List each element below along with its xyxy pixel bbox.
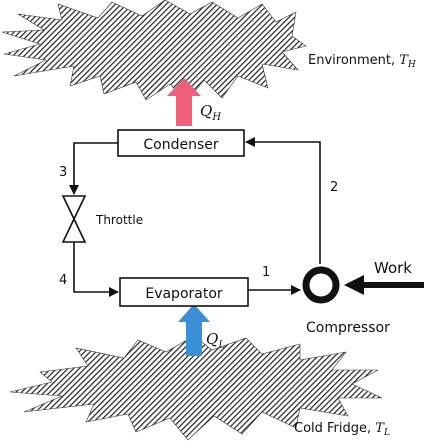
pipe-state-4 [73,242,119,297]
cold-fridge-reservoir [9,335,383,441]
environment-label: Environment, TH [308,53,416,70]
heat-out-arrow [167,78,201,126]
compressor-symbol [302,266,340,304]
condenser-label: Condenser [143,137,218,153]
evaporator-box [119,277,249,307]
heat-out-label: QH [200,102,221,123]
state-point-2: 2 [330,180,338,195]
work-label: Work [374,259,412,277]
pipe-state-3 [69,142,118,195]
evaporator-label: Evaporator [145,286,223,302]
environment-reservoir [1,0,307,103]
heat-in-label: QL [206,330,225,351]
state-point-4: 4 [59,273,67,288]
compressor-label: Compressor [306,320,390,336]
throttle-label: Throttle [95,213,143,227]
state-point-1: 1 [262,265,270,280]
cold-fridge-label: Cold Fridge, TL [294,421,390,438]
pipe-state-2 [245,137,321,264]
work-arrow [344,275,424,295]
state-point-3: 3 [59,165,67,180]
throttle-valve [61,195,87,243]
heat-in-arrow [178,304,210,356]
